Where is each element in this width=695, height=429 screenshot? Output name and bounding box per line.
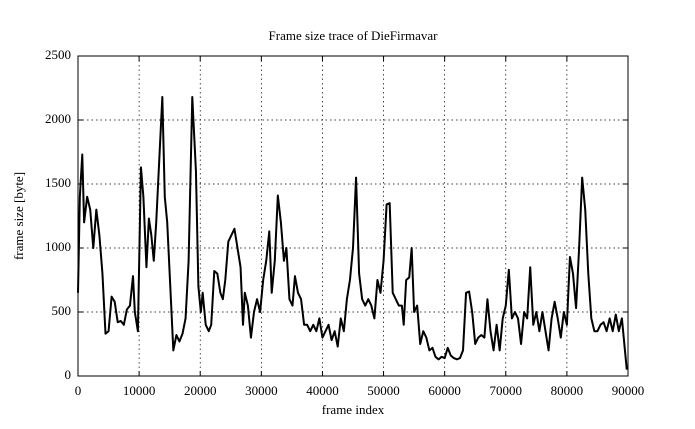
x-tick-label: 50000	[367, 383, 400, 398]
y-axis-label: frame size [byte]	[11, 172, 26, 260]
x-tick-label: 30000	[245, 383, 278, 398]
x-axis-label: frame index	[322, 402, 385, 417]
x-tick-label: 90000	[612, 383, 645, 398]
y-tick-label: 1000	[45, 239, 71, 254]
x-tick-label: 10000	[123, 383, 156, 398]
y-tick-label: 2000	[45, 111, 71, 126]
y-tick-label: 0	[65, 367, 72, 382]
y-tick-label: 2500	[45, 47, 71, 62]
x-tick-label: 80000	[551, 383, 584, 398]
x-tick-label: 70000	[490, 383, 523, 398]
x-tick-label: 40000	[306, 383, 339, 398]
data-line	[77, 95, 628, 370]
y-tick-label: 500	[52, 303, 72, 318]
x-tick-label: 20000	[184, 383, 217, 398]
x-tick-label: 60000	[428, 383, 461, 398]
x-tick-label: 0	[75, 383, 82, 398]
y-tick-label: 1500	[45, 175, 71, 190]
chart-title: Frame size trace of DieFirmavar	[269, 28, 439, 43]
